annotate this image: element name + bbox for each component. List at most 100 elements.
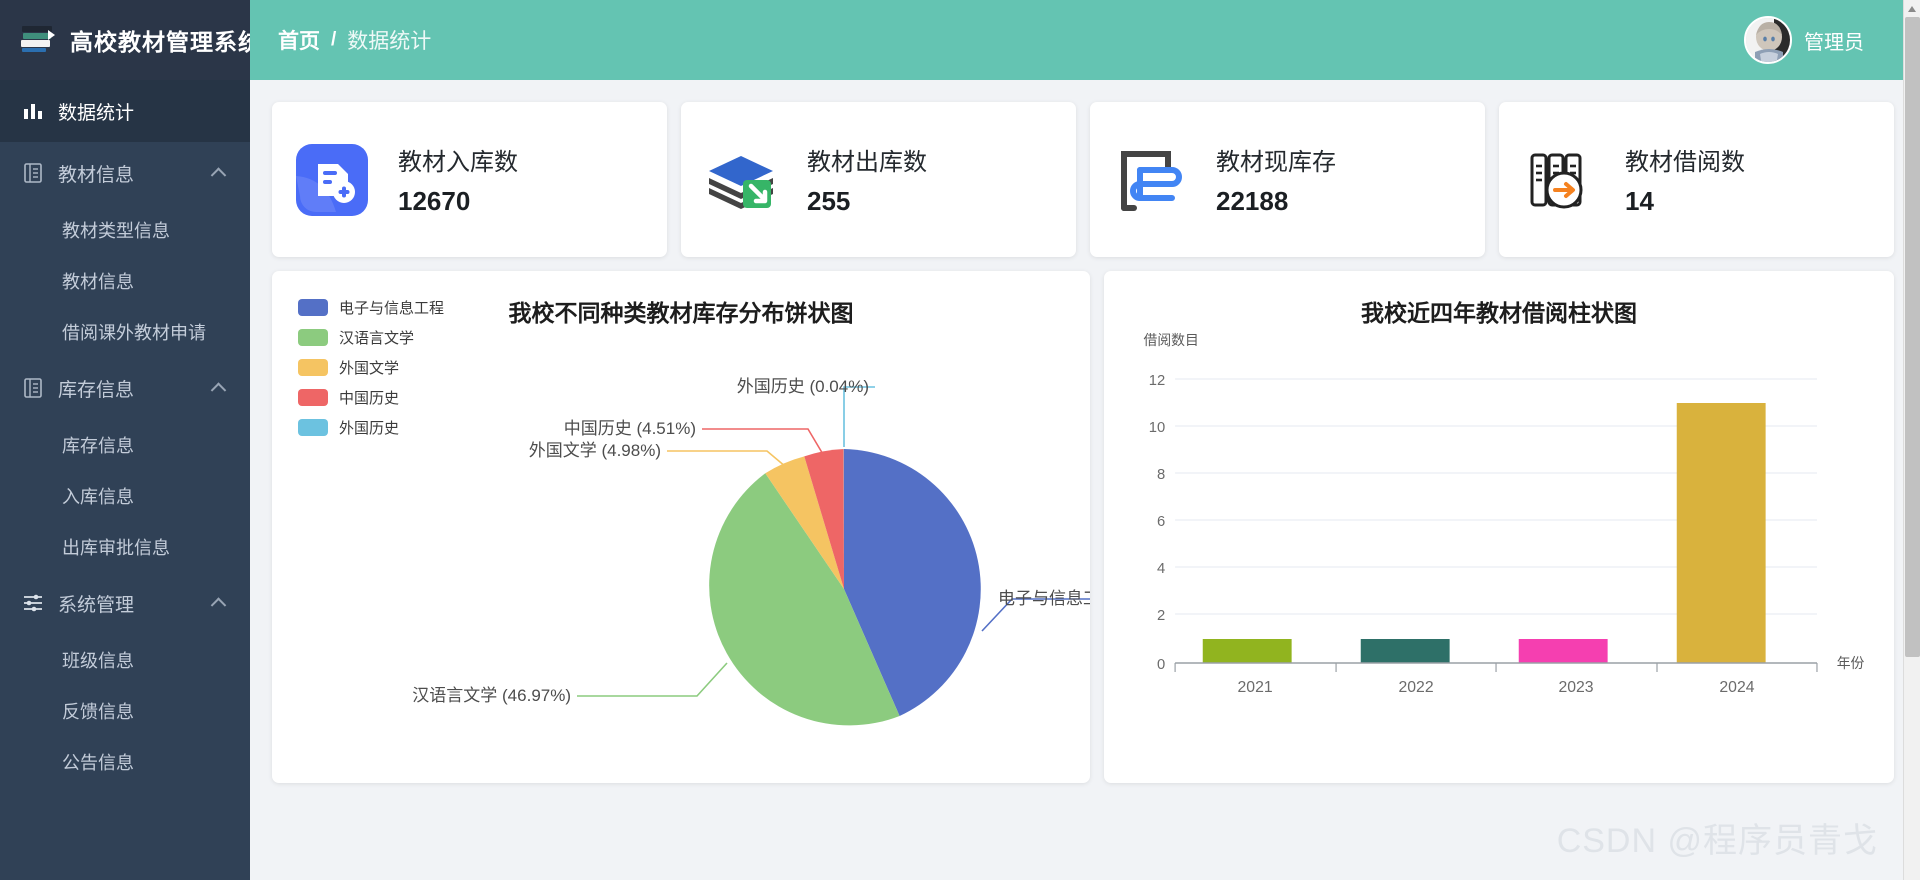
legend-item[interactable]: 汉语言文学 [298, 327, 444, 348]
pie-slice-label-0: 电子与信息工程 (43.... [998, 589, 1090, 608]
legend-item[interactable]: 外国文学 [298, 357, 444, 378]
legend-item[interactable]: 外国历史 [298, 417, 444, 438]
bar-2021[interactable] [1202, 639, 1292, 663]
legend-swatch [298, 299, 328, 316]
brand-title: 高校教材管理系统 [70, 29, 250, 55]
stat-cards-row: 教材入库数 12670 [272, 102, 1894, 257]
sidebar-item-outbound-approval-info[interactable]: 出库审批信息 [0, 521, 250, 572]
legend-swatch [298, 389, 328, 406]
sidebar-group-inventory-info[interactable]: 库存信息 [0, 357, 250, 419]
scroll-up-arrow-icon[interactable] [1904, 0, 1920, 17]
pie-chart-card: 我校不同种类教材库存分布饼状图 电子与信息工程 汉语言文学 外国文学 [272, 271, 1090, 783]
pie-plot: 外国历史 (0.04%) 中国历史 (4.51%) 外国文学 (4.98%) 汉… [272, 311, 1090, 781]
stat-label: 教材入库数 [398, 149, 518, 176]
sidebar-item-borrow-extra-textbook-request[interactable]: 借阅课外教材申请 [0, 306, 250, 357]
y-tick-4: 8 [1157, 467, 1165, 483]
stat-value: 12670 [398, 186, 471, 216]
pie-slice-0 [844, 449, 981, 716]
topbar: 首页 / 数据统计 管理员 [250, 0, 1920, 80]
sidebar-item-announcement-info[interactable]: 公告信息 [0, 736, 250, 787]
legend-label: 电子与信息工程 [339, 300, 445, 317]
sidebar: 高校教材管理系统 数据统计 [0, 0, 250, 880]
y-tick-3: 6 [1157, 514, 1165, 530]
stat-card-current-stock: 教材现库存 22188 [1090, 102, 1485, 257]
sidebar-item-label: 教材类型信息 [62, 220, 170, 241]
legend-label: 外国历史 [339, 420, 400, 437]
sidebar-item-label: 班级信息 [62, 650, 134, 671]
pie-chart-title: 我校不同种类教材库存分布饼状图 [508, 300, 854, 326]
sidebar-group-textbook-info[interactable]: 教材信息 [0, 142, 250, 204]
vertical-scrollbar[interactable] [1903, 0, 1920, 880]
shelf-books-icon [1110, 140, 1190, 220]
document-icon [22, 162, 44, 184]
sidebar-group-label: 库存信息 [58, 379, 135, 401]
bar-2024[interactable] [1676, 403, 1766, 663]
bar-2022[interactable] [1360, 639, 1450, 663]
x-tick-2022: 2022 [1398, 679, 1433, 696]
stat-value: 22188 [1216, 186, 1289, 216]
legend-label: 汉语言文学 [339, 330, 415, 347]
bar-2023[interactable] [1518, 639, 1608, 663]
sidebar-item-textbook-info[interactable]: 教材信息 [0, 255, 250, 306]
avatar[interactable] [1744, 16, 1792, 64]
user-menu[interactable]: 管理员 [1744, 0, 1864, 80]
pie-slice-label-4: 外国历史 (0.04%) [737, 377, 869, 396]
sidebar-item-textbook-type-info[interactable]: 教材类型信息 [0, 204, 250, 255]
sidebar-item-inbound-info[interactable]: 入库信息 [0, 470, 250, 521]
legend-item[interactable]: 电子与信息工程 [298, 297, 444, 318]
legend-swatch [298, 329, 328, 346]
sidebar-menu: 数据统计 教材信息 教材类型信息 教 [0, 80, 250, 787]
y-tick-0: 0 [1157, 657, 1165, 673]
breadcrumb-current: 数据统计 [347, 30, 432, 53]
pie-svg[interactable]: 外国历史 (0.04%) 中国历史 (4.51%) 外国文学 (4.98%) 汉… [272, 311, 1090, 781]
stat-label: 教材现库存 [1216, 149, 1336, 176]
legend-label: 中国历史 [339, 390, 400, 407]
pie-legend: 电子与信息工程 汉语言文学 外国文学 中国历史 [298, 297, 444, 438]
sidebar-item-label: 数据统计 [58, 102, 135, 124]
bar-y-ticks: 0 2 4 6 8 10 12 [1149, 373, 1165, 673]
sidebar-group-system-management[interactable]: 系统管理 [0, 572, 250, 634]
sidebar-item-inventory-info[interactable]: 库存信息 [0, 419, 250, 470]
sidebar-item-label: 公告信息 [62, 752, 134, 773]
legend-label: 外国文学 [339, 360, 400, 377]
stat-card-borrow: 教材借阅数 14 [1499, 102, 1894, 257]
leader-line-0 [981, 598, 1090, 632]
stat-card-outbound: 教材出库数 255 [681, 102, 1076, 257]
stat-value: 14 [1625, 186, 1654, 216]
bar-svg[interactable]: 借阅数目 0 [1104, 323, 1894, 773]
stat-label: 教材出库数 [807, 149, 927, 176]
breadcrumb-separator: / [331, 29, 337, 50]
bar-x-ticks: 2021 2022 2023 2024 [1238, 679, 1755, 696]
sidebar-item-feedback-info[interactable]: 反馈信息 [0, 685, 250, 736]
legend-swatch [298, 419, 328, 436]
books-out-icon [701, 140, 781, 220]
bar-chart-title: 我校近四年教材借阅柱状图 [1361, 300, 1637, 326]
books-borrow-icon [1519, 140, 1599, 220]
scrollbar-thumb[interactable] [1905, 17, 1920, 657]
sliders-icon [22, 592, 44, 614]
breadcrumb: 首页 / 数据统计 [278, 25, 431, 55]
leader-line-3 [702, 428, 828, 462]
chevron-up-icon [210, 382, 227, 398]
sidebar-item-data-statistics[interactable]: 数据统计 [0, 80, 250, 142]
pie-slice-2 [765, 456, 844, 589]
pie-slice-label-2: 外国文学 (4.98%) [529, 441, 661, 460]
pie-slice-label-1: 汉语言文学 (46.97%) [412, 686, 571, 705]
chevron-up-icon [210, 167, 227, 183]
file-add-icon [292, 140, 372, 220]
y-tick-6: 12 [1149, 373, 1165, 389]
stat-label: 教材借阅数 [1625, 149, 1745, 176]
bar-x-tick-marks [1174, 663, 1818, 672]
breadcrumb-home[interactable]: 首页 [278, 30, 320, 53]
brand[interactable]: 高校教材管理系统 [0, 0, 250, 80]
legend-item[interactable]: 中国历史 [298, 387, 444, 408]
bar-x-axis-title: 年份 [1837, 655, 1865, 671]
pie-slice-1 [709, 473, 900, 726]
leader-line-2 [667, 450, 787, 468]
sidebar-item-class-info[interactable]: 班级信息 [0, 634, 250, 685]
stat-card-inbound: 教材入库数 12670 [272, 102, 667, 257]
sidebar-item-label: 借阅课外教材申请 [62, 322, 206, 343]
content-area: 教材入库数 12670 [250, 80, 1920, 880]
watermark: CSDN @程序员青戈 [1556, 822, 1878, 860]
